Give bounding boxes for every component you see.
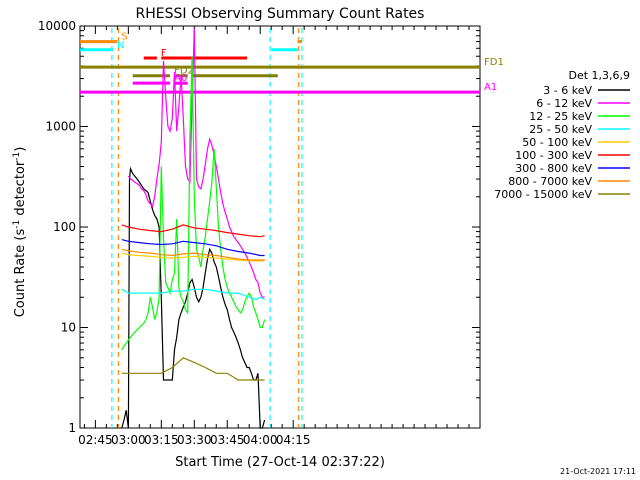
x-axis-label: Start Time (27-Oct-14 02:37:22) xyxy=(175,455,385,470)
x-tick-label: 04:15 xyxy=(276,433,311,447)
legend-label: 7000 - 15000 keV xyxy=(494,188,592,201)
flag-label: N xyxy=(117,40,124,51)
series-line xyxy=(121,224,265,238)
y-axis-label-main: Count Rate (s xyxy=(13,229,28,318)
x-tick-label: 02:45 xyxy=(78,433,113,447)
x-tick-label: 03:45 xyxy=(210,433,245,447)
footer-date: 21-Oct-2021 17:11 xyxy=(560,467,636,476)
y-axis-label-end: ) xyxy=(13,147,28,152)
series-line xyxy=(127,28,265,298)
y-tick-label: 100 xyxy=(53,220,76,234)
x-tick-label: 03:30 xyxy=(177,433,212,447)
y-axis: 1 10 100 1000 10000 xyxy=(38,19,480,435)
y-tick-label: 1 xyxy=(68,421,76,435)
legend-label: 6 - 12 keV xyxy=(536,97,592,110)
chart-title: RHESSI Observing Summary Count Rates xyxy=(136,6,425,22)
series-line xyxy=(121,288,265,301)
attenuator-lines xyxy=(111,28,303,428)
series-line xyxy=(121,56,266,351)
y-axis-label: Count Rate (s-1 detector-1) xyxy=(12,147,28,318)
series-lines xyxy=(121,28,266,429)
legend-label: 300 - 800 keV xyxy=(515,162,592,175)
flag-label: A1 xyxy=(484,82,497,93)
legend-label: 100 - 300 keV xyxy=(515,149,592,162)
y-axis-label-sup2: -1 xyxy=(12,152,22,161)
series-line xyxy=(121,252,265,262)
plot-frame xyxy=(79,25,481,429)
legend-label: 50 - 100 keV xyxy=(522,136,592,149)
legend-label: 25 - 50 keV xyxy=(529,123,592,136)
series-line xyxy=(121,248,265,261)
flag-label: FD1 xyxy=(484,57,504,68)
plot-area xyxy=(79,25,481,429)
y-tick-label: 1000 xyxy=(45,120,76,134)
y-tick-label: 10 xyxy=(61,321,76,335)
flag-label: S xyxy=(121,32,127,43)
x-tick-label: 04:00 xyxy=(243,433,278,447)
series-line xyxy=(121,357,265,381)
legend-label: 3 - 6 keV xyxy=(543,84,592,97)
x-tick-label: 03:00 xyxy=(111,433,146,447)
y-axis-label-mid: detector xyxy=(13,160,28,220)
series-line xyxy=(121,166,266,429)
x-tick-label: 03:15 xyxy=(144,433,179,447)
legend-label: 800 - 7000 keV xyxy=(508,175,592,188)
flag-label: FD2 xyxy=(174,66,194,77)
y-tick-label: 10000 xyxy=(38,19,76,33)
flag-label: F xyxy=(161,48,167,59)
series-line xyxy=(121,239,265,257)
legend-title: Det 1,3,6,9 xyxy=(568,69,630,82)
y-axis-label-sup1: -1 xyxy=(12,220,22,229)
legend-label: 12 - 25 keV xyxy=(529,110,592,123)
